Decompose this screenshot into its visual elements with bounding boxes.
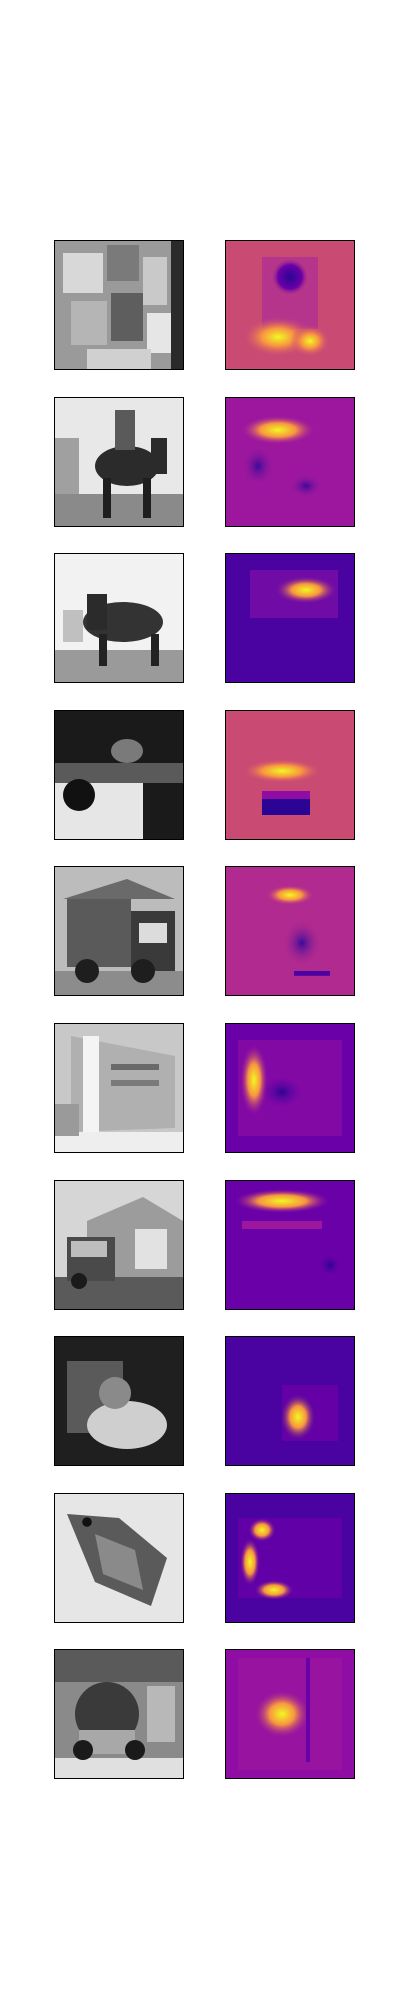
saliency-map-4-graphic xyxy=(226,711,354,839)
input-image-6 xyxy=(54,1023,184,1153)
input-image-8 xyxy=(54,1336,184,1466)
input-image-7 xyxy=(54,1180,184,1310)
input-image-3 xyxy=(54,553,184,683)
input-image-2 xyxy=(54,397,184,527)
input-image-10-graphic xyxy=(55,1650,183,1778)
input-image-1-graphic xyxy=(55,241,183,369)
saliency-map-7 xyxy=(225,1180,355,1310)
saliency-map-3-graphic xyxy=(226,554,354,682)
input-image-2-graphic xyxy=(55,398,183,526)
input-image-9 xyxy=(54,1493,184,1623)
saliency-map-2-graphic xyxy=(226,398,354,526)
saliency-map-9-graphic xyxy=(226,1494,354,1622)
saliency-map-1 xyxy=(225,240,355,370)
input-image-8-graphic xyxy=(55,1337,183,1465)
saliency-map-5 xyxy=(225,866,355,996)
input-image-5-graphic xyxy=(55,867,183,995)
saliency-map-5-graphic xyxy=(226,867,354,995)
saliency-map-9 xyxy=(225,1493,355,1623)
input-image-10 xyxy=(54,1649,184,1779)
input-image-3-graphic xyxy=(55,554,183,682)
input-image-5 xyxy=(54,866,184,996)
input-image-6-graphic xyxy=(55,1024,183,1152)
input-image-7-graphic xyxy=(55,1181,183,1309)
saliency-map-8-graphic xyxy=(226,1337,354,1465)
saliency-map-6 xyxy=(225,1023,355,1153)
input-image-9-graphic xyxy=(55,1494,183,1622)
saliency-map-1-graphic xyxy=(226,241,354,369)
saliency-map-3 xyxy=(225,553,355,683)
saliency-map-7-graphic xyxy=(226,1181,354,1309)
saliency-map-10 xyxy=(225,1649,355,1779)
input-image-1 xyxy=(54,240,184,370)
saliency-map-6-graphic xyxy=(226,1024,354,1152)
saliency-map-8 xyxy=(225,1336,355,1466)
input-image-4 xyxy=(54,710,184,840)
saliency-map-10-graphic xyxy=(226,1650,354,1778)
saliency-map-4 xyxy=(225,710,355,840)
input-image-4-graphic xyxy=(55,711,183,839)
saliency-map-2 xyxy=(225,397,355,527)
